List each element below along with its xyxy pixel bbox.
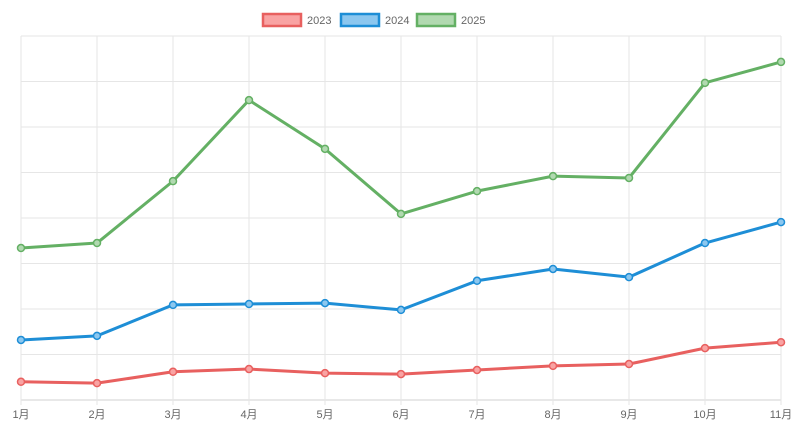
- data-point[interactable]: [320, 298, 330, 308]
- data-point[interactable]: [16, 377, 26, 387]
- data-point[interactable]: [168, 176, 178, 186]
- data-point[interactable]: [624, 272, 634, 282]
- data-point[interactable]: [472, 365, 482, 375]
- data-point[interactable]: [776, 217, 786, 227]
- data-point[interactable]: [320, 144, 330, 154]
- x-tick-label: 4月: [240, 409, 257, 421]
- data-point[interactable]: [624, 359, 634, 369]
- data-point[interactable]: [472, 186, 482, 196]
- x-tick-label: 3月: [164, 409, 181, 421]
- data-point[interactable]: [548, 264, 558, 274]
- legend-label: 2024: [385, 15, 409, 27]
- data-point[interactable]: [396, 305, 406, 315]
- grid: [20, 35, 782, 405]
- data-point[interactable]: [776, 57, 786, 67]
- data-point[interactable]: [16, 243, 26, 253]
- data-point[interactable]: [548, 361, 558, 371]
- series-lines: [16, 57, 786, 388]
- data-point[interactable]: [92, 331, 102, 341]
- series-2023: [16, 337, 786, 388]
- x-tick-label: 2月: [88, 409, 105, 421]
- x-axis: 1月 2月 3月 4月 5月 6月 7月 8月 9月 10月 11月: [12, 409, 792, 421]
- data-point[interactable]: [244, 95, 254, 105]
- data-point[interactable]: [776, 337, 786, 347]
- data-point[interactable]: [472, 276, 482, 286]
- data-point[interactable]: [396, 209, 406, 219]
- x-tick-label: 7月: [468, 409, 485, 421]
- data-point[interactable]: [320, 368, 330, 378]
- x-tick-label: 10月: [693, 409, 716, 421]
- data-point[interactable]: [700, 238, 710, 248]
- data-point[interactable]: [16, 335, 26, 345]
- legend-swatch: [339, 12, 381, 28]
- data-point[interactable]: [92, 238, 102, 248]
- x-tick-label: 11月: [770, 409, 792, 421]
- x-tick-label: 9月: [620, 409, 637, 421]
- data-point[interactable]: [168, 367, 178, 377]
- series-2025: [16, 57, 786, 253]
- x-tick-label: 1月: [12, 409, 29, 421]
- legend-item-2023[interactable]: 2023: [261, 12, 331, 28]
- data-point[interactable]: [168, 300, 178, 310]
- x-tick-label: 6月: [392, 409, 409, 421]
- data-point[interactable]: [244, 299, 254, 309]
- legend-label: 2023: [307, 15, 331, 27]
- data-point[interactable]: [396, 369, 406, 379]
- series-2024: [16, 217, 786, 345]
- data-point[interactable]: [548, 171, 558, 181]
- data-point[interactable]: [244, 364, 254, 374]
- x-tick-label: 5月: [316, 409, 333, 421]
- legend: 2023 2024 2025: [261, 12, 485, 28]
- legend-item-2024[interactable]: 2024: [339, 12, 409, 28]
- legend-label: 2025: [461, 15, 485, 27]
- data-point[interactable]: [92, 378, 102, 388]
- x-tick-label: 8月: [544, 409, 561, 421]
- legend-swatch: [415, 12, 457, 28]
- legend-item-2025[interactable]: 2025: [415, 12, 485, 28]
- legend-swatch: [261, 12, 303, 28]
- data-point[interactable]: [624, 173, 634, 183]
- data-point[interactable]: [700, 78, 710, 88]
- data-point[interactable]: [700, 343, 710, 353]
